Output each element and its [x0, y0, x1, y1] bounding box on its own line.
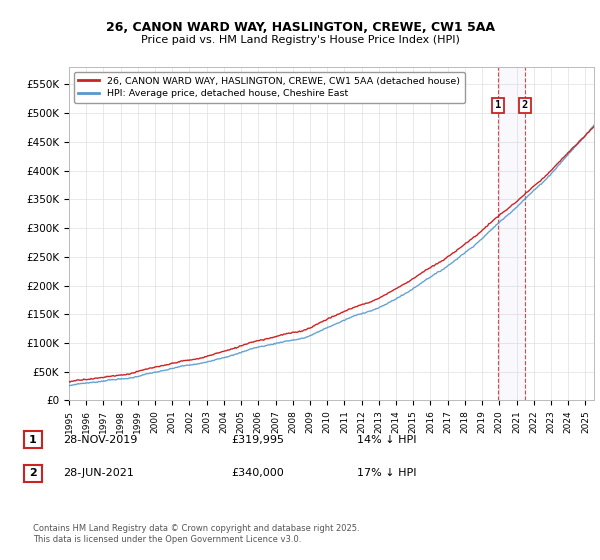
Bar [498, 67, 525, 400]
Text: Price paid vs. HM Land Registry's House Price Index (HPI): Price paid vs. HM Land Registry's House … [140, 35, 460, 45]
Text: 14% ↓ HPI: 14% ↓ HPI [357, 435, 416, 445]
Legend: 26, CANON WARD WAY, HASLINGTON, CREWE, CW1 5AA (detached house), HPI: Average pr: 26, CANON WARD WAY, HASLINGTON, CREWE, C… [74, 72, 464, 103]
Text: £340,000: £340,000 [231, 468, 284, 478]
Text: 28-JUN-2021: 28-JUN-2021 [63, 468, 134, 478]
Text: 17% ↓ HPI: 17% ↓ HPI [357, 468, 416, 478]
Text: 28-NOV-2019: 28-NOV-2019 [63, 435, 137, 445]
Text: 1: 1 [494, 100, 501, 110]
Text: £319,995: £319,995 [231, 435, 284, 445]
Text: 1: 1 [29, 435, 37, 445]
Text: 2: 2 [29, 468, 37, 478]
Text: Contains HM Land Registry data © Crown copyright and database right 2025.
This d: Contains HM Land Registry data © Crown c… [33, 524, 359, 544]
Text: 26, CANON WARD WAY, HASLINGTON, CREWE, CW1 5AA: 26, CANON WARD WAY, HASLINGTON, CREWE, C… [106, 21, 494, 34]
Text: 2: 2 [522, 100, 528, 110]
